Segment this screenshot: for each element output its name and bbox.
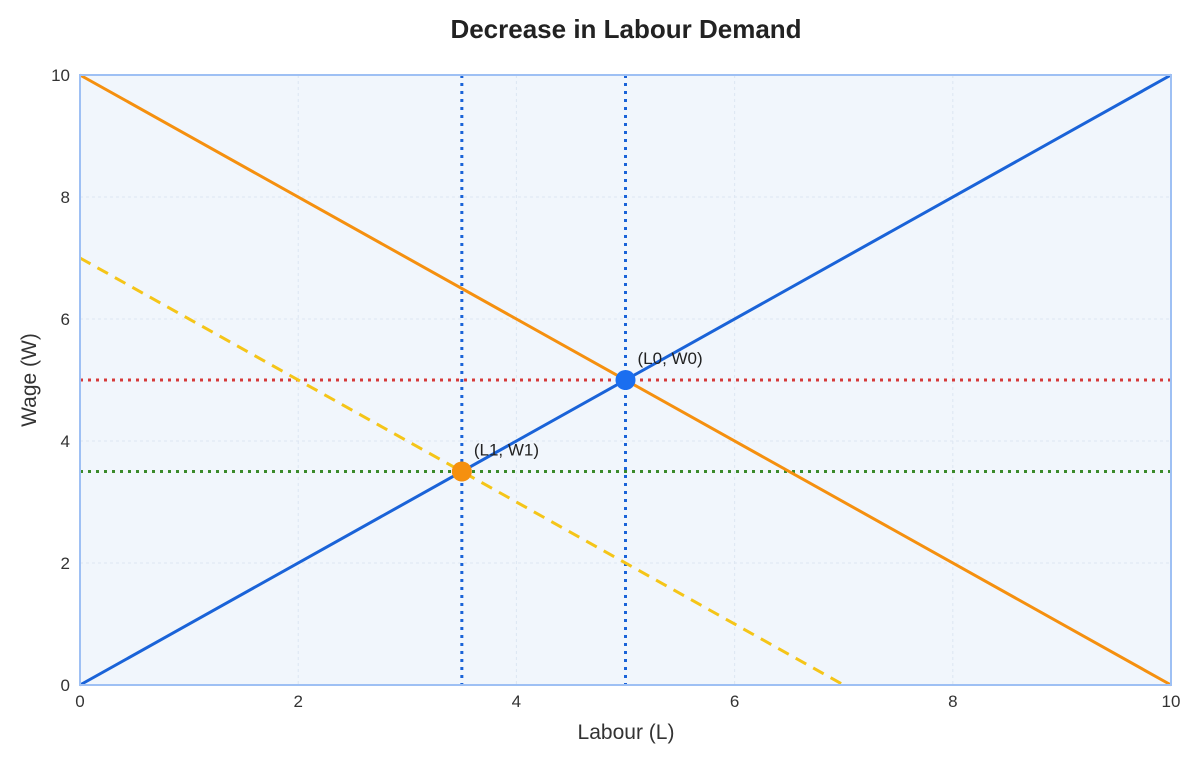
data-point-label: (L0, W0) bbox=[638, 349, 703, 368]
x-tick-label: 8 bbox=[948, 692, 957, 711]
y-tick-label: 10 bbox=[51, 66, 70, 85]
y-tick-label: 2 bbox=[61, 554, 70, 573]
data-point-point-original bbox=[615, 370, 636, 390]
x-tick-label: 2 bbox=[293, 692, 302, 711]
series-line-new-demand bbox=[79, 256, 845, 687]
plot-frame bbox=[79, 74, 1172, 686]
plot-area: (L0, W0) (L1, W1) 0 2 4 6 8 10 0 2 4 6 8 10 bbox=[51, 66, 1180, 711]
x-tick-label: 6 bbox=[730, 692, 739, 711]
x-axis-label: Labour (L) bbox=[578, 721, 675, 744]
data-point-point-new bbox=[451, 461, 472, 482]
x-tick-label: 0 bbox=[75, 692, 84, 711]
data-point-label: (L1, W1) bbox=[474, 441, 539, 460]
y-tick-label: 0 bbox=[61, 676, 70, 695]
y-axis-label: Wage (W) bbox=[18, 333, 41, 427]
chart-title: Decrease in Labour Demand bbox=[450, 14, 801, 44]
x-tick-label: 10 bbox=[1162, 692, 1181, 711]
y-tick-label: 4 bbox=[61, 432, 70, 451]
y-tick-label: 8 bbox=[61, 188, 70, 207]
y-tick-label: 6 bbox=[61, 310, 70, 329]
x-tick-label: 4 bbox=[512, 692, 521, 711]
